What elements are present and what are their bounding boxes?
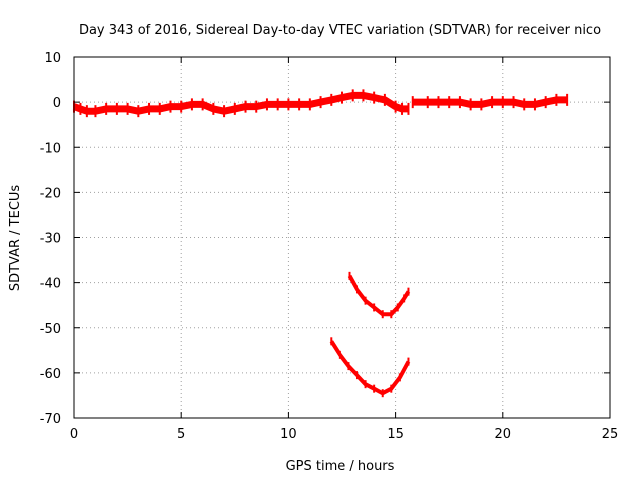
axis-ticks: 0 5 10 15 20 25 10 0 -10 -20 -30 -40 -50 -60 -70 bbox=[40, 51, 619, 442]
x-tick-label: 20 bbox=[495, 427, 512, 442]
y-tick-label: 0 bbox=[53, 96, 61, 111]
x-tick-label: 0 bbox=[70, 427, 78, 442]
y-tick-label: -20 bbox=[40, 186, 61, 201]
x-tick-label: 25 bbox=[602, 427, 619, 442]
y-tick-label: -40 bbox=[40, 277, 61, 292]
x-tick-label: 10 bbox=[280, 427, 297, 442]
y-tick-label: -70 bbox=[40, 412, 61, 427]
x-axis-label: GPS time / hours bbox=[286, 459, 395, 474]
series-line bbox=[412, 96, 568, 108]
y-tick-label: 10 bbox=[44, 51, 61, 66]
series-line bbox=[72, 91, 409, 115]
x-tick-label: 15 bbox=[387, 427, 404, 442]
series-line bbox=[329, 340, 411, 396]
chart-title: Day 343 of 2016, Sidereal Day-to-day VTE… bbox=[79, 23, 601, 38]
y-tick-label: -30 bbox=[40, 232, 61, 247]
data-series bbox=[72, 89, 569, 398]
series-line bbox=[347, 274, 411, 317]
y-tick-label: -50 bbox=[40, 322, 61, 337]
y-axis-label: SDTVAR / TECUs bbox=[8, 185, 23, 292]
y-tick-label: -10 bbox=[40, 141, 61, 156]
x-tick-label: 5 bbox=[177, 427, 185, 442]
y-tick-label: -60 bbox=[40, 367, 61, 382]
